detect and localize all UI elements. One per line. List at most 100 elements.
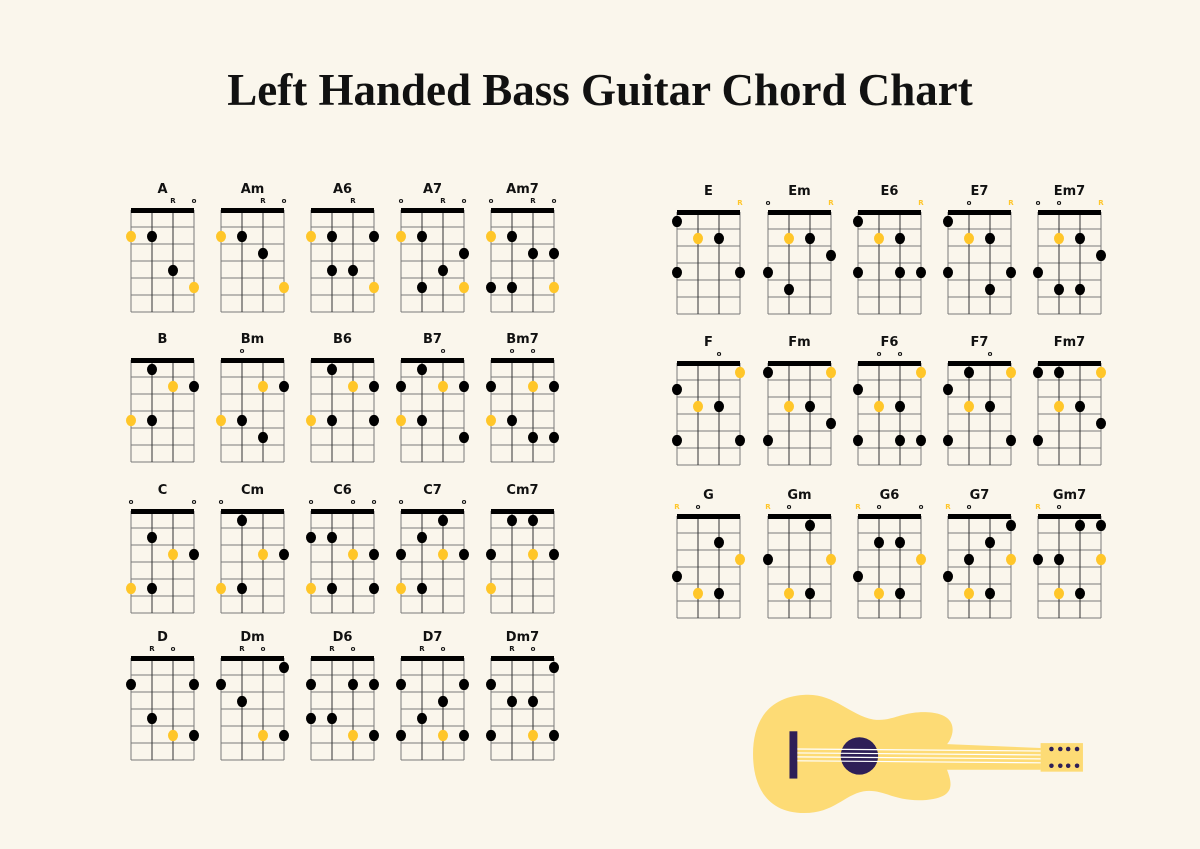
finger-dot [549, 548, 559, 561]
finger-dot [147, 414, 157, 427]
nut [491, 509, 554, 514]
finger-dot [189, 678, 199, 691]
finger-dot [895, 400, 905, 413]
finger-dot [964, 553, 974, 566]
nut [858, 210, 921, 215]
chord-name: D6 [333, 630, 353, 645]
open-string-marker: o [877, 350, 882, 358]
nut [311, 656, 374, 661]
nut [131, 358, 194, 363]
open-string-marker: o [1036, 199, 1041, 207]
finger-dot [279, 661, 289, 674]
finger-dot [672, 434, 682, 447]
chord-diagram-d: DR o [126, 630, 199, 761]
finger-dot [369, 582, 379, 595]
finger-dot [417, 281, 427, 294]
root-marker: R [509, 645, 515, 653]
nut [948, 514, 1011, 519]
finger-dot [507, 514, 517, 527]
root-marker: R [945, 503, 951, 511]
nut [1038, 361, 1101, 366]
root-note-dot [1054, 587, 1064, 600]
nut [401, 656, 464, 661]
root-note-dot [964, 232, 974, 245]
chord-name: G7 [970, 488, 990, 503]
finger-dot [763, 553, 773, 566]
finger-dot [1096, 249, 1106, 262]
finger-dot [853, 383, 863, 396]
root-note-dot [486, 414, 496, 427]
finger-dot [147, 363, 157, 376]
open-string-marker: o [399, 197, 404, 205]
root-note-dot [168, 380, 178, 393]
root-note-dot [216, 230, 226, 243]
chord-diagram-d7: D7R o [396, 630, 469, 761]
chord-name: F6 [881, 335, 899, 350]
chord-diagram-cm7: Cm7 [486, 483, 559, 614]
chord-diagram-d6: D6R o [306, 630, 379, 761]
root-note-dot [874, 587, 884, 600]
finger-dot [1096, 417, 1106, 430]
finger-dot [486, 548, 496, 561]
open-string-marker: o [129, 498, 134, 506]
root-note-dot [348, 548, 358, 561]
open-string-marker: o [988, 350, 993, 358]
chord-name: Cm7 [506, 483, 538, 498]
chord-name: B6 [333, 332, 352, 347]
finger-dot [327, 414, 337, 427]
root-marker: R [260, 197, 266, 205]
root-marker: R [918, 199, 924, 207]
nut [401, 509, 464, 514]
chord-name: A6 [333, 182, 352, 197]
root-note-dot [693, 587, 703, 600]
chord-name: Gm7 [1053, 488, 1086, 503]
root-marker: R [239, 645, 245, 653]
chord-diagram-gm: Gm R o [763, 488, 836, 619]
root-note-dot [168, 729, 178, 742]
finger-dot [1075, 283, 1085, 296]
finger-dot [369, 678, 379, 691]
finger-dot [943, 434, 953, 447]
open-string-marker: o [171, 645, 176, 653]
nut [491, 656, 554, 661]
chord-diagram-f7: F7o [943, 335, 1016, 466]
finger-dot [853, 266, 863, 279]
chord-name: B [158, 332, 168, 347]
root-marker: R [1008, 199, 1014, 207]
open-string-marker: o [309, 498, 314, 506]
finger-dot [1054, 366, 1064, 379]
root-marker: R [828, 199, 834, 207]
root-note-dot [486, 230, 496, 243]
root-note-dot [486, 582, 496, 595]
finger-dot [735, 266, 745, 279]
root-note-dot [826, 553, 836, 566]
finger-dot [348, 678, 358, 691]
nut [221, 358, 284, 363]
open-string-marker: o [696, 503, 701, 511]
nut [131, 208, 194, 213]
finger-dot [735, 434, 745, 447]
finger-dot [369, 729, 379, 742]
nut [221, 656, 284, 661]
nut [768, 514, 831, 519]
open-string-marker: o [766, 199, 771, 207]
finger-dot [438, 695, 448, 708]
chord-name: F7 [971, 335, 989, 350]
finger-dot [916, 266, 926, 279]
finger-dot [805, 232, 815, 245]
open-string-marker: o [372, 498, 377, 506]
finger-dot [279, 380, 289, 393]
finger-dot [396, 548, 406, 561]
chord-name: Bm [241, 332, 264, 347]
root-note-dot [438, 380, 448, 393]
finger-dot [549, 247, 559, 260]
finger-dot [714, 587, 724, 600]
finger-dot [895, 434, 905, 447]
nut [677, 514, 740, 519]
finger-dot [784, 283, 794, 296]
open-string-marker: o [219, 498, 224, 506]
chord-name: Am7 [506, 182, 539, 197]
nut [491, 208, 554, 213]
